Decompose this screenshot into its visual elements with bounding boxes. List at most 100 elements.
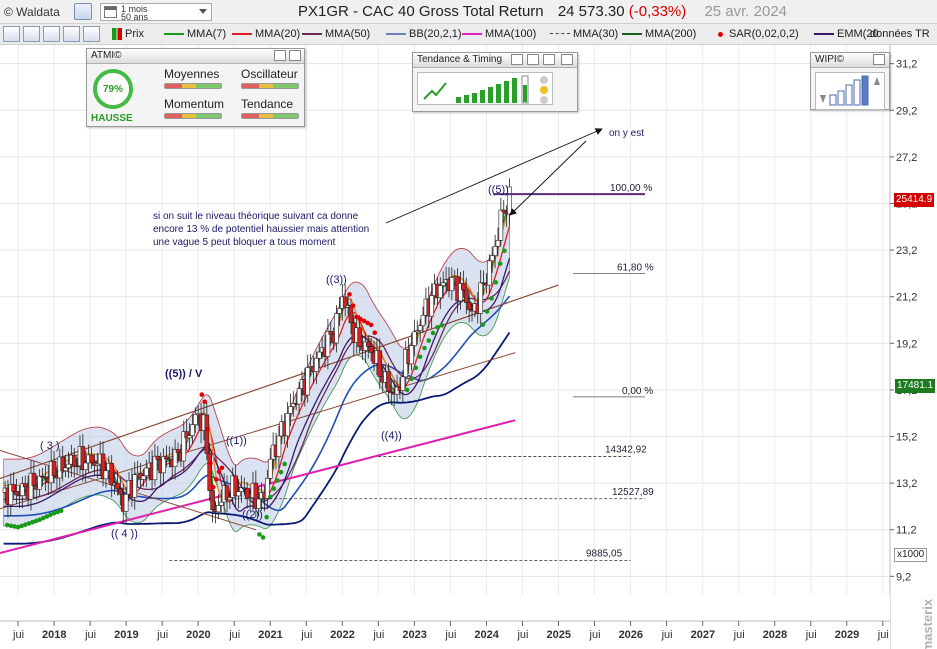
candle-body: [71, 454, 77, 467]
candle-body: [14, 491, 19, 496]
sar-dot: [278, 469, 284, 475]
x-tick-label: jui: [516, 629, 528, 641]
arrow-to-peak: [509, 140, 587, 216]
price-chart[interactable]: 100,00 % 61,80 % 0,00 % 14342,92 12527,89 988…: [0, 45, 937, 649]
candle-body: [414, 330, 420, 333]
line-chart-icon[interactable]: [23, 26, 40, 42]
candle-body: [239, 487, 244, 492]
indicator-9[interactable]: EMM(20: [814, 28, 879, 40]
candle-body: [172, 449, 178, 467]
trend-channel-upper: [0, 284, 559, 480]
y-tick-label: 23,2: [896, 245, 917, 257]
candle-body: [316, 351, 322, 359]
candle-body: [337, 308, 342, 314]
indicator-10[interactable]: données TR: [870, 28, 930, 40]
chevron-down-icon[interactable]: [199, 9, 207, 14]
y-tick-label: 9,2: [896, 571, 911, 583]
wave-label: (( 4 )): [111, 528, 138, 540]
sar-dot: [489, 296, 494, 301]
walmart-watermark: Walmasterix: [920, 557, 935, 649]
bollinger-band: [3, 201, 510, 533]
candle-body: [224, 485, 230, 501]
signal-light-icon: [540, 76, 548, 84]
candle-body: [267, 458, 273, 479]
indicator-2[interactable]: MMA(20): [232, 28, 300, 40]
candle-body: [420, 314, 426, 326]
sar-dot: [439, 323, 445, 328]
signal-light-icon: [540, 96, 548, 104]
sar-dot: [40, 515, 46, 521]
candle-body: [417, 325, 423, 331]
candle-body: [478, 282, 483, 314]
text-tool-icon[interactable]: [63, 26, 80, 42]
sar-dot: [8, 523, 14, 529]
x-tick-label: jui: [84, 629, 96, 641]
x-tick-label: jui: [156, 629, 168, 641]
indicator-6[interactable]: MMA(30): [550, 28, 618, 40]
timing-graphic: [423, 75, 548, 104]
indicator-3[interactable]: MMA(50): [302, 28, 370, 40]
drawing-icon[interactable]: [43, 26, 60, 42]
wrench-icon[interactable]: [511, 54, 523, 65]
atmi-title: ATMI©: [91, 50, 122, 61]
wave-label: ((3)): [326, 274, 347, 286]
window-icon[interactable]: [543, 54, 555, 65]
timing-bar: [496, 84, 501, 103]
timing-display: [417, 72, 553, 105]
candle-body: [357, 327, 362, 347]
grid-icon[interactable]: [527, 54, 539, 65]
candle-body: [80, 446, 86, 471]
timing-title: Tendance & Timing: [417, 54, 503, 65]
timing-bar: [504, 81, 509, 103]
indicator-5[interactable]: MMA(100): [462, 28, 536, 40]
chart-canvas[interactable]: 100,00 % 61,80 % 0,00 % 14342,92 12527,89 988…: [0, 45, 937, 649]
indicator-1[interactable]: MMA(7): [164, 28, 226, 40]
indicator-4[interactable]: BB(20,2,1): [386, 28, 462, 40]
window-icon[interactable]: [83, 26, 100, 42]
settings-icon[interactable]: [274, 50, 286, 61]
candle-body: [265, 477, 270, 499]
indicator-swatch: [814, 33, 834, 36]
move-icon[interactable]: [873, 54, 885, 65]
atmi-widget[interactable]: ATMI© 79% HAUSSE Moyennes Oscillateur Mo…: [86, 48, 305, 127]
tools-icon[interactable]: [3, 26, 20, 42]
indicator-0[interactable]: Prix: [112, 28, 144, 41]
x-tick-label: jui: [661, 629, 673, 641]
y-tick-label: 27,2: [896, 152, 917, 164]
indicator-label: MMA(7): [187, 28, 227, 40]
signal-light-icon: [540, 86, 548, 94]
fib-0-label: 0,00 %: [622, 386, 653, 397]
candle-body: [377, 350, 383, 377]
quote-date: 25 avr. 2024: [704, 3, 788, 20]
indicator-swatch: [164, 33, 184, 36]
timing-widget[interactable]: Tendance & Timing: [412, 52, 578, 112]
metric-momentum: Momentum: [164, 97, 225, 111]
book-icon[interactable]: [74, 3, 92, 20]
sar-dot: [275, 478, 280, 483]
candle-body: [109, 462, 115, 486]
period-selector[interactable]: 1 mois 50 ans: [100, 3, 212, 22]
candle-body: [241, 487, 247, 490]
candle-body: [466, 302, 472, 310]
wave-label: ((5)): [488, 184, 509, 196]
sar-dot: [4, 522, 10, 528]
candle-body: [210, 490, 215, 511]
wipi-widget[interactable]: WIPI©: [810, 52, 890, 110]
candle-body: [227, 497, 233, 501]
sar-dot: [44, 514, 50, 519]
level-12527-label: 12527,89: [612, 487, 654, 498]
indicator-8[interactable]: SAR(0,02,0,2): [712, 28, 799, 40]
atmi-header: ATMI©: [87, 49, 304, 64]
candle-body: [463, 289, 469, 303]
move-icon[interactable]: [289, 50, 301, 61]
fib-618-label: 61,80 %: [617, 262, 654, 273]
candle-body: [8, 484, 14, 506]
indicator-7[interactable]: MMA(200): [622, 28, 696, 40]
indicator-label: MMA(20): [255, 28, 301, 40]
x-tick-label: jui: [300, 629, 312, 641]
candle-body: [429, 295, 434, 317]
candle-body: [103, 470, 109, 480]
fib-100-label: 100,00 %: [610, 183, 652, 194]
move-icon[interactable]: [561, 54, 573, 65]
arrow-to-target: [385, 128, 603, 224]
